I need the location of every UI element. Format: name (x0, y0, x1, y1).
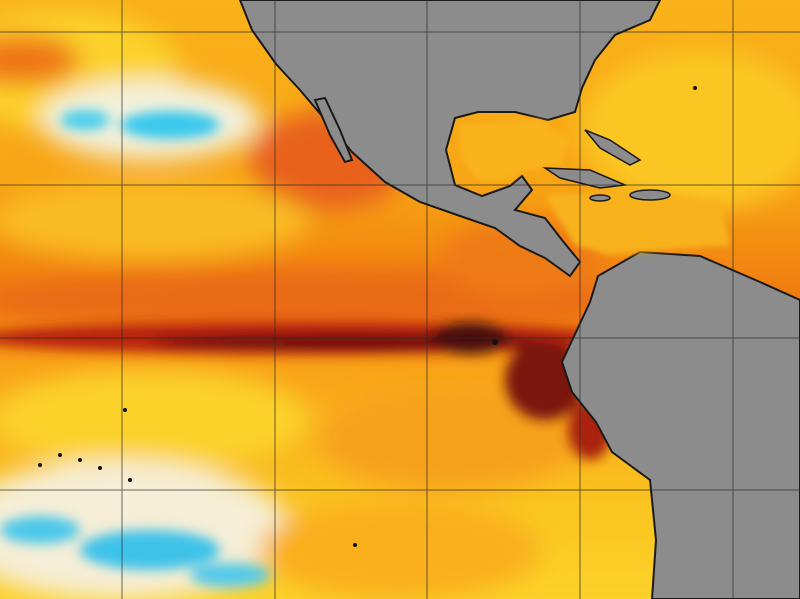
cool-patches (0, 110, 270, 587)
cuba (542, 167, 628, 189)
island (78, 458, 82, 462)
warm-blob (320, 390, 580, 490)
cool-patch (0, 516, 80, 544)
land (238, 0, 800, 599)
jamaica (589, 194, 611, 202)
pacific-islands (38, 86, 697, 547)
gulf-of-mexico (460, 120, 570, 180)
island (693, 86, 697, 90)
north-central-america (238, 0, 662, 278)
island (128, 478, 132, 482)
baja-california (313, 96, 354, 164)
warm-blob (260, 500, 540, 599)
island (353, 543, 357, 547)
cool-patch (120, 111, 220, 139)
warm-blob (0, 370, 310, 470)
island (123, 408, 127, 412)
warm-blob (580, 50, 800, 210)
south-america (560, 250, 800, 599)
warm-blob (0, 35, 80, 85)
islands (542, 129, 671, 202)
warm-blob (0, 180, 310, 260)
island (38, 463, 42, 467)
caribbean-sea (545, 190, 730, 255)
bahamas (584, 129, 642, 166)
cool-patch (60, 110, 110, 130)
cool-patch (80, 530, 220, 570)
island (58, 453, 62, 457)
cool-patch (190, 563, 270, 587)
galapagos (492, 339, 498, 345)
island (98, 466, 102, 470)
inland-seas (460, 120, 730, 255)
hispaniola (629, 189, 671, 201)
